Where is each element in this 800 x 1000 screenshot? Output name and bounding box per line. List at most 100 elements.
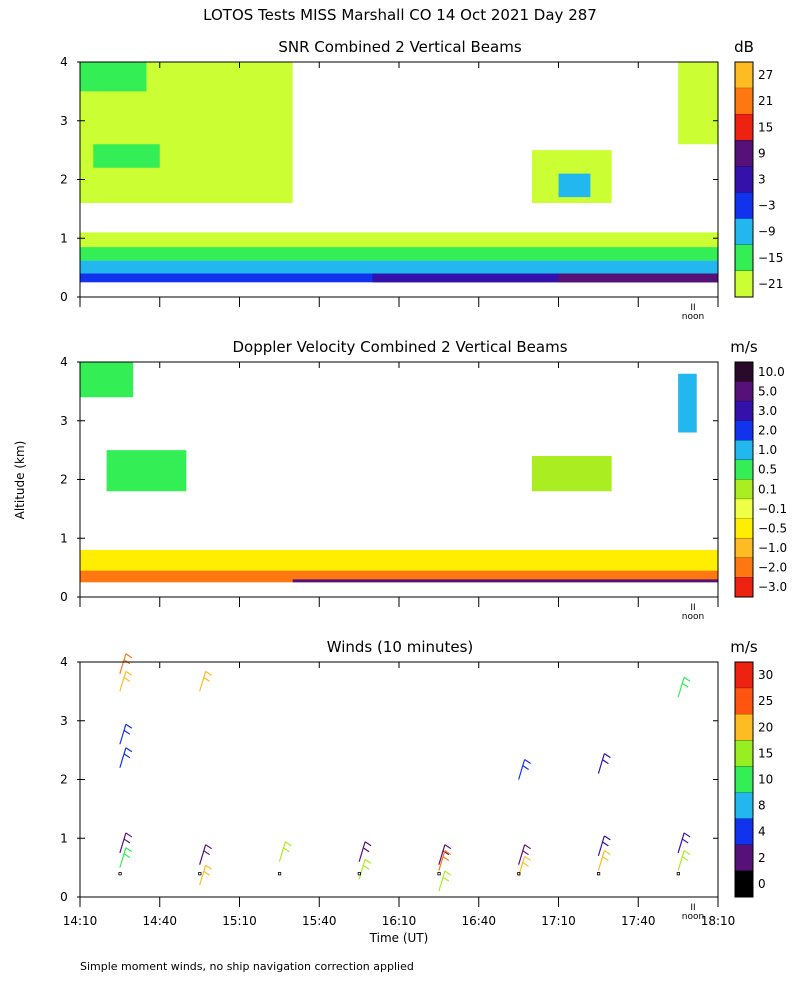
wind-barb-staff [119,671,127,692]
wind-barb-flag [681,856,689,862]
panel-2-title: Doppler Velocity Combined 2 Vertical Bea… [232,338,567,356]
colorbar-2-swatch [735,362,753,383]
colorbar-2-label: 2.0 [758,424,777,438]
colorbar-1-swatch [735,114,753,141]
x-tick-label: 14:10 [63,914,98,928]
wind-barb-flag [602,841,609,847]
wind-barb-flag [522,765,529,770]
colorbar-2-swatch [735,381,753,402]
wind-barb-flag [444,870,452,876]
wind-barb-3 [119,747,133,768]
colorbar-1-label: 21 [758,94,773,108]
colorbar-1-label: 27 [758,68,773,82]
wind-barb-flag [123,853,131,859]
panel-2-region-4 [106,450,187,492]
colorbar-2-label: −2.0 [758,561,787,575]
wind-barb-flag [205,844,212,850]
wind-barb-staff [518,856,526,877]
colorbar-3-swatch [735,688,753,715]
colorbar-1-swatch [735,88,753,115]
wind-barb-6 [199,670,212,692]
panel-1-region-11 [678,62,718,145]
wind-barb-flag [683,832,691,838]
colorbar-1-swatch [735,218,753,246]
wind-barb-staff [677,677,685,698]
wind-barb-staff [518,759,526,780]
colorbar-1-label: 3 [758,173,766,187]
wind-barb-flag [681,682,689,688]
wind-barb-flag [123,676,131,682]
wind-barb-staff [278,841,286,862]
panel-2-region-5 [531,456,612,492]
colorbar-3-label: 0 [758,877,766,891]
wind-barb-0 [119,653,133,674]
wind-barb-9 [278,841,292,862]
x-tick-label: 14:40 [142,914,177,928]
wind-barb-19 [597,835,611,857]
noon-label: noon [682,912,704,922]
y-tick-label: 4 [60,55,68,69]
wind-barb-flag [125,653,133,659]
y-tick-label: 0 [60,590,68,604]
colorbar-2-unit: m/s [730,338,758,356]
wind-barb-flag [524,844,531,850]
panel-2-region-2 [292,579,718,583]
profile-marker-5 [517,872,521,876]
colorbar-3-swatch [735,740,753,767]
wind-barb-11 [358,858,372,880]
colorbar-1-swatch [735,62,753,89]
panel-3-frame [79,661,719,898]
colorbar-1-label: 9 [758,146,766,160]
colorbar-3-label: 15 [758,746,773,760]
y-tick-label: 1 [60,231,68,245]
colorbar-1-swatch [735,140,753,167]
colorbar-3-swatch [735,662,753,689]
y-tick-label: 4 [60,655,68,669]
y-tick-label: 2 [60,473,68,487]
footnote: Simple moment winds, no ship navigation … [80,960,414,973]
wind-barb-flag [125,747,133,753]
wind-barb-13 [438,850,452,871]
wind-barb-staff [597,835,605,857]
wind-barb-flag [125,723,133,729]
profile-marker-4 [437,872,441,876]
colorbar-1-label: −21 [758,277,783,291]
y-tick-label: 4 [60,355,68,369]
colorbar-3-swatch [735,792,753,820]
colorbar-2-swatch [735,401,753,422]
wind-barb-flag [123,753,131,759]
wind-barb-14 [438,870,452,892]
wind-barb-20 [597,850,611,871]
colorbar-3-swatch [735,844,753,872]
y-tick-label: 0 [60,890,68,904]
x-tick-label: 15:40 [302,914,337,928]
colorbar-3-swatch [735,714,753,741]
colorbar-1-swatch [735,244,753,272]
wind-barb-flag [683,850,691,856]
wind-barb-flag [522,861,529,867]
wind-barb-flag [604,850,611,856]
wind-barb-7 [199,844,212,865]
x-axis-label: Time (UT) [369,931,429,945]
colorbar-3-label: 2 [758,851,766,865]
panel-1-title: SNR Combined 2 Vertical Beams [278,38,521,56]
noon-label: noon [682,612,704,622]
colorbar-2-label: 10.0 [758,365,785,379]
panel-2-region-0 [80,570,718,583]
x-tick-label: 17:40 [621,914,656,928]
noon-label: noon [682,312,704,322]
wind-barb-flag [522,850,529,856]
x-tick-label: 15:10 [222,914,257,928]
colorbar-2-label: 3.0 [758,404,777,418]
colorbar-2-swatch [735,459,753,480]
profile-marker-3 [357,872,361,876]
wind-barb-staff [438,870,446,892]
colorbar-2-swatch [735,557,753,578]
wind-barb-5 [119,847,133,868]
profile-marker-0 [118,872,122,876]
colorbar-1-label: −9 [758,225,776,239]
wind-barb-staff [677,832,685,854]
colorbar-3-label: 20 [758,720,773,734]
wind-barb-staff [358,859,366,880]
wind-barb-staff [119,747,127,768]
